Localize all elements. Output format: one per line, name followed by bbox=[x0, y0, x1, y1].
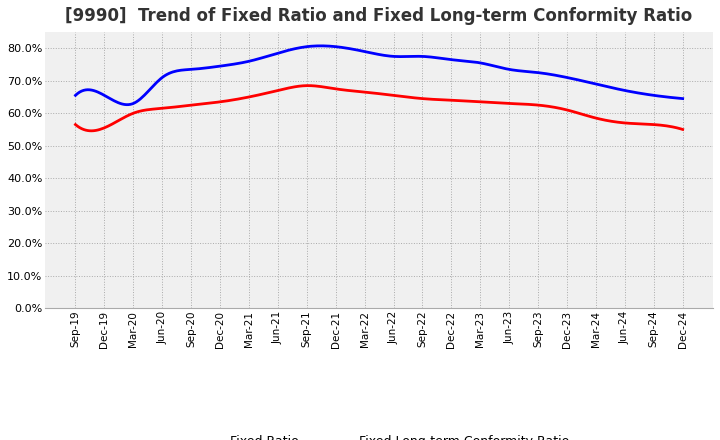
Title: [9990]  Trend of Fixed Ratio and Fixed Long-term Conformity Ratio: [9990] Trend of Fixed Ratio and Fixed Lo… bbox=[66, 7, 693, 25]
Fixed Long-term Conformity Ratio bbox=[626, 121, 634, 126]
Fixed Long-term Conformity Ratio bbox=[447, 98, 456, 103]
Fixed Ratio bbox=[317, 43, 325, 48]
Fixed Long-term Conformity Ratio bbox=[587, 114, 595, 120]
Fixed Ratio bbox=[435, 55, 444, 61]
Fixed Ratio bbox=[73, 91, 82, 96]
Fixed Ratio bbox=[678, 96, 687, 101]
Fixed Long-term Conformity Ratio bbox=[87, 128, 96, 133]
Fixed Ratio bbox=[447, 57, 456, 62]
Fixed Long-term Conformity Ratio bbox=[437, 97, 446, 103]
Legend: Fixed Ratio, Fixed Long-term Conformity Ratio: Fixed Ratio, Fixed Long-term Conformity … bbox=[184, 430, 575, 440]
Fixed Long-term Conformity Ratio bbox=[71, 122, 80, 127]
Fixed Long-term Conformity Ratio bbox=[73, 124, 82, 129]
Fixed Ratio bbox=[587, 80, 595, 85]
Fixed Ratio bbox=[71, 93, 80, 98]
Line: Fixed Long-term Conformity Ratio: Fixed Long-term Conformity Ratio bbox=[76, 86, 683, 131]
Fixed Ratio bbox=[437, 56, 446, 61]
Fixed Long-term Conformity Ratio bbox=[678, 127, 687, 132]
Fixed Long-term Conformity Ratio bbox=[435, 97, 444, 102]
Fixed Ratio bbox=[122, 102, 130, 107]
Line: Fixed Ratio: Fixed Ratio bbox=[76, 46, 683, 105]
Fixed Long-term Conformity Ratio bbox=[305, 83, 313, 88]
Fixed Ratio bbox=[626, 89, 634, 94]
